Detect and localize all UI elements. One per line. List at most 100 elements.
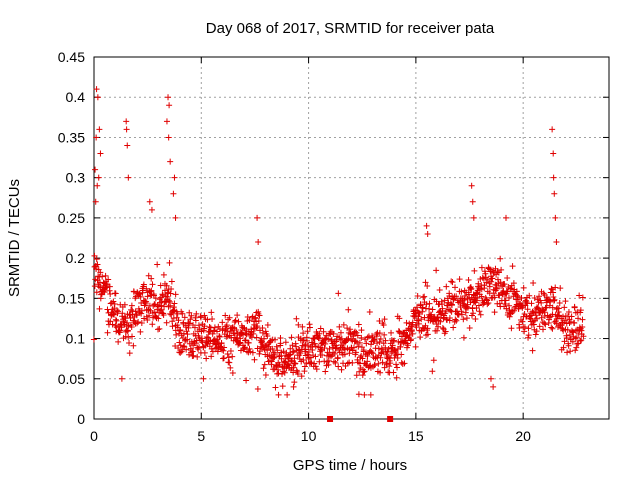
data-point-plus [525, 325, 532, 332]
data-point-plus [272, 336, 279, 343]
data-point-plus [99, 273, 106, 280]
data-point-plus [414, 292, 421, 299]
data-point-plus [578, 337, 585, 344]
data-point-plus [477, 311, 484, 318]
data-point-plus [311, 360, 318, 367]
data-point-plus [237, 335, 244, 342]
data-point-plus [494, 268, 501, 275]
data-point-plus [551, 296, 558, 303]
data-point-plus [433, 267, 440, 274]
data-point-plus [166, 102, 173, 109]
data-point-plus [441, 297, 448, 304]
data-point-plus [385, 345, 392, 352]
data-point-plus [494, 276, 501, 283]
data-point-plus [579, 294, 586, 301]
data-point-plus [377, 336, 384, 343]
data-point-plus [433, 327, 440, 334]
data-point-plus [387, 360, 394, 367]
data-point-plus [152, 301, 159, 308]
data-point-plus [424, 283, 431, 290]
data-point-plus [336, 323, 343, 330]
data-point-plus [193, 310, 200, 317]
data-point-plus [361, 391, 368, 398]
data-point-plus [501, 281, 508, 288]
data-point-plus [127, 314, 134, 321]
data-point-plus [94, 261, 101, 268]
data-point-plus [279, 383, 286, 390]
data-point-plus [423, 222, 430, 229]
data-point-plus [367, 341, 374, 348]
data-point-plus [107, 318, 114, 325]
data-point-plus [97, 150, 104, 157]
data-point-plus [222, 323, 229, 330]
data-point-plus [409, 319, 416, 326]
data-point-plus [347, 326, 354, 333]
data-point-plus [157, 282, 164, 289]
data-point-plus [201, 312, 208, 319]
data-point-plus [322, 368, 329, 375]
data-point-plus [453, 317, 460, 324]
data-point-plus [510, 307, 517, 314]
data-point-plus [192, 340, 199, 347]
data-point-plus [306, 324, 313, 331]
data-point-plus [364, 358, 371, 365]
data-point-plus [287, 345, 294, 352]
data-point-plus [420, 294, 427, 301]
data-point-plus [422, 279, 429, 286]
data-point-plus [465, 277, 472, 284]
data-point-plus [189, 348, 196, 355]
data-point-plus [170, 190, 177, 197]
data-point-plus [394, 355, 401, 362]
data-point-plus [316, 330, 323, 337]
data-point-plus [566, 331, 573, 338]
data-point-plus [250, 330, 257, 337]
data-point-plus [434, 313, 441, 320]
data-point-plus [323, 332, 330, 339]
data-point-plus [336, 334, 343, 341]
data-point-plus [176, 339, 183, 346]
data-point-plus [253, 334, 260, 341]
data-point-plus [170, 304, 177, 311]
data-point-plus [519, 318, 526, 325]
data-point-plus [111, 300, 118, 307]
y-tick-label: 0.2 [66, 250, 86, 266]
data-point-plus [572, 327, 579, 334]
data-point-plus [268, 358, 275, 365]
data-point-plus [137, 328, 144, 335]
data-point-plus [419, 308, 426, 315]
data-point-plus [129, 333, 136, 340]
data-point-plus [271, 351, 278, 358]
data-point-plus [130, 342, 137, 349]
data-point-plus [105, 276, 112, 283]
data-point-plus [560, 344, 567, 351]
data-point-plus [274, 347, 281, 354]
data-point-plus [112, 316, 119, 323]
data-point-plus [119, 310, 126, 317]
data-point-plus [340, 321, 347, 328]
data-point-plus [482, 270, 489, 277]
data-point-plus [108, 299, 115, 306]
data-point-plus [288, 334, 295, 341]
data-point-plus [380, 322, 387, 329]
grid [94, 57, 609, 419]
data-point-plus [227, 347, 234, 354]
data-point-plus [139, 287, 146, 294]
data-point-plus [461, 293, 468, 300]
data-point-plus [487, 268, 494, 275]
data-point-plus [359, 372, 366, 379]
data-point-plus [92, 198, 99, 205]
data-point-plus [579, 323, 586, 330]
data-point-plus [366, 308, 373, 315]
data-point-plus [289, 342, 296, 349]
data-point-plus [536, 323, 543, 330]
data-point-plus [206, 338, 213, 345]
data-point-plus [288, 358, 295, 365]
data-point-plus [522, 297, 529, 304]
data-point-plus [568, 313, 575, 320]
data-point-plus [106, 283, 113, 290]
data-point-plus [160, 271, 167, 278]
data-point-plus [155, 315, 162, 322]
data-point-plus [577, 307, 584, 314]
data-point-plus [490, 383, 497, 390]
data-point-plus [125, 334, 132, 341]
